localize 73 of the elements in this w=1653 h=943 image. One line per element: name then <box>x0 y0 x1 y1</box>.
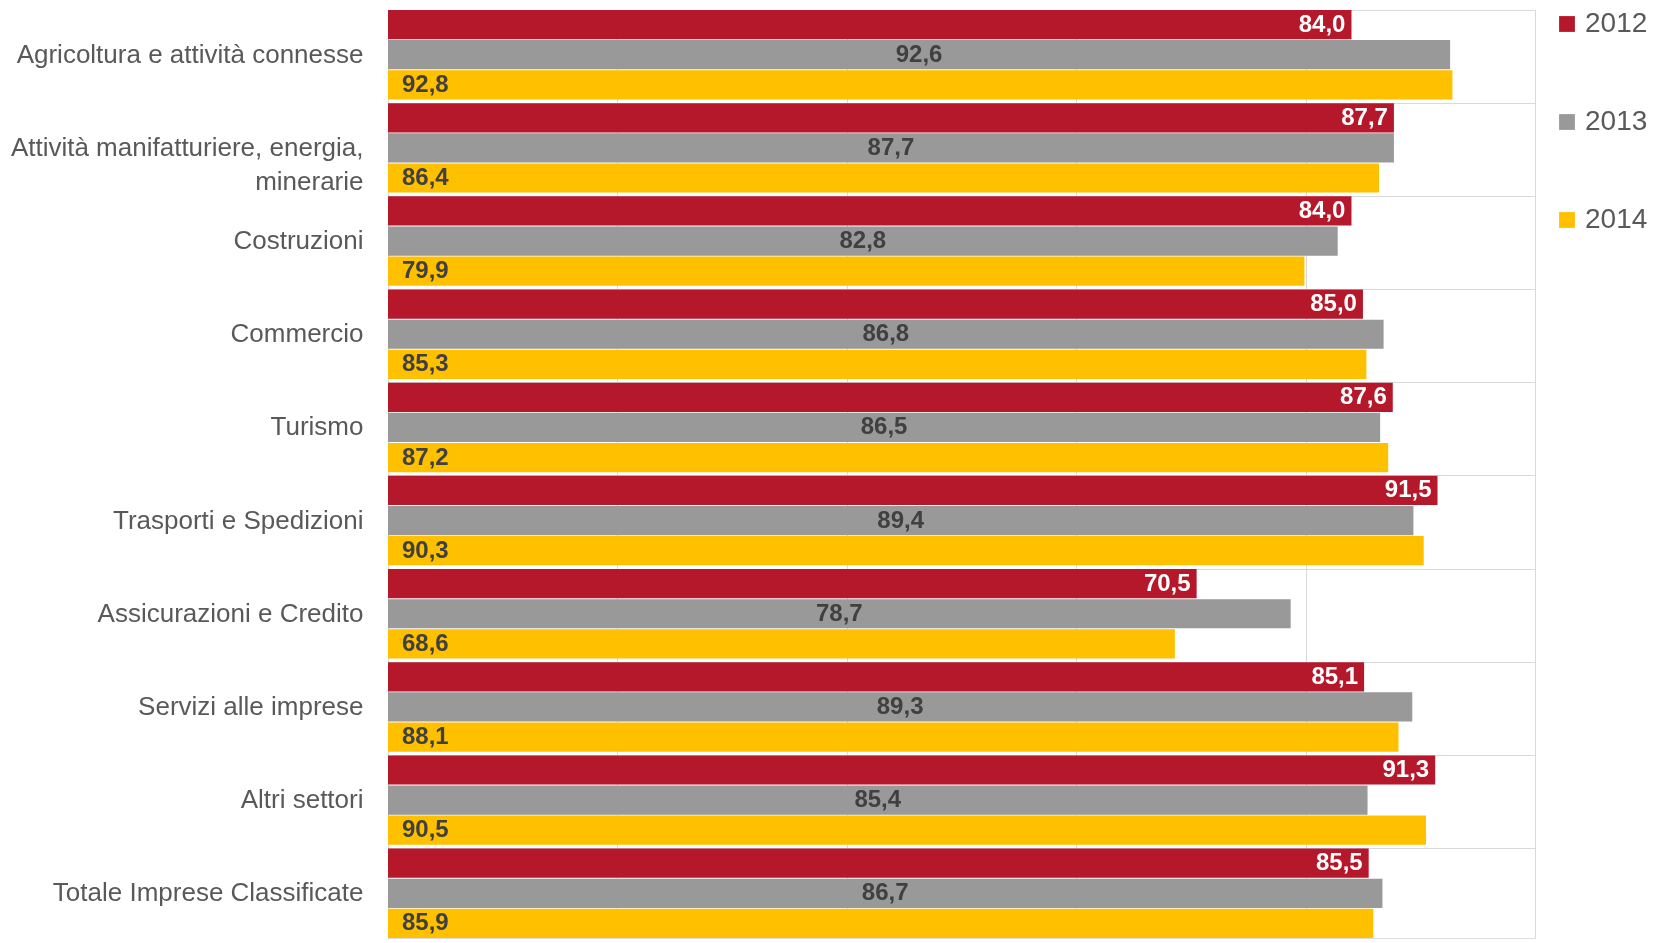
bar <box>388 722 1399 752</box>
data-label: 91,5 <box>1384 475 1432 503</box>
bar <box>388 442 1389 473</box>
data-label: 85,4 <box>854 785 902 813</box>
data-label: 84,0 <box>1298 195 1346 223</box>
data-label: 90,5 <box>402 815 449 843</box>
data-label: 70,5 <box>1143 568 1191 596</box>
bar <box>388 103 1394 133</box>
bar <box>388 662 1365 692</box>
bar <box>388 475 1438 506</box>
bar <box>388 289 1363 319</box>
data-label: 88,1 <box>402 722 449 750</box>
data-label: 68,6 <box>402 628 449 656</box>
data-label: 82,8 <box>839 226 887 254</box>
y-tick-label: Turismo <box>270 411 364 442</box>
data-label: 85,5 <box>1315 848 1363 876</box>
bar <box>388 319 1384 349</box>
bar <box>388 70 1453 100</box>
legend-label: 2014 <box>1585 203 1648 234</box>
y-tick-label: Altri settori <box>240 784 364 815</box>
data-label: 89,3 <box>876 691 924 719</box>
bar <box>388 133 1394 163</box>
data-label: 86,5 <box>860 412 908 440</box>
bar <box>388 878 1383 908</box>
bar <box>388 599 1291 629</box>
y-tick-label: Trasporti e Spedizioni <box>113 504 364 535</box>
y-tick-label: Commercio <box>230 318 364 349</box>
bar <box>388 848 1369 878</box>
y-tick-label: Assicurazioni e Credito <box>97 597 364 628</box>
bar <box>388 755 1436 785</box>
bar <box>388 349 1367 379</box>
data-label: 92,6 <box>895 39 943 67</box>
data-label: 86,7 <box>861 878 909 906</box>
data-label: 91,3 <box>1382 754 1430 782</box>
data-label: 85,9 <box>402 908 449 936</box>
bar <box>388 40 1451 70</box>
data-label: 86,4 <box>402 163 450 191</box>
data-label: 85,3 <box>402 349 449 377</box>
y-tick-label: Servizi alle imprese <box>138 690 364 721</box>
bar <box>388 536 1424 566</box>
legend-label: 2012 <box>1585 7 1648 38</box>
bar <box>388 196 1352 226</box>
data-label: 92,8 <box>402 69 449 97</box>
bar <box>388 10 1352 40</box>
y-tick-label: Attività manifatturiere, energia, minerarie <box>10 131 364 196</box>
y-tick-label: Totale Imprese Classificate <box>52 877 364 908</box>
bar <box>388 256 1305 286</box>
data-label: 78,7 <box>815 598 863 626</box>
bar <box>388 382 1393 412</box>
data-label: 85,0 <box>1310 289 1357 317</box>
bar <box>388 908 1374 938</box>
data-label: 89,4 <box>877 505 925 533</box>
bar <box>388 785 1368 815</box>
data-label: 90,3 <box>402 535 449 563</box>
data-label: 85,1 <box>1311 661 1359 689</box>
y-tick-label: Costruzioni <box>233 225 364 256</box>
bar <box>388 692 1413 722</box>
data-label: 86,8 <box>862 319 910 347</box>
data-label: 87,7 <box>867 132 915 160</box>
bar <box>388 815 1427 845</box>
bar <box>388 505 1414 536</box>
bar <box>388 569 1197 599</box>
data-label: 87,7 <box>1341 102 1388 130</box>
bar <box>388 163 1380 193</box>
bar <box>388 226 1338 256</box>
data-label: 84,0 <box>1298 9 1346 37</box>
bar <box>388 629 1175 659</box>
bar <box>388 412 1381 443</box>
data-label: 79,9 <box>402 256 449 284</box>
legend-label: 2013 <box>1585 105 1648 136</box>
y-tick-label: Agricoltura e attività connesse <box>16 38 364 69</box>
data-label: 87,2 <box>402 442 449 470</box>
data-label: 87,6 <box>1340 382 1387 410</box>
